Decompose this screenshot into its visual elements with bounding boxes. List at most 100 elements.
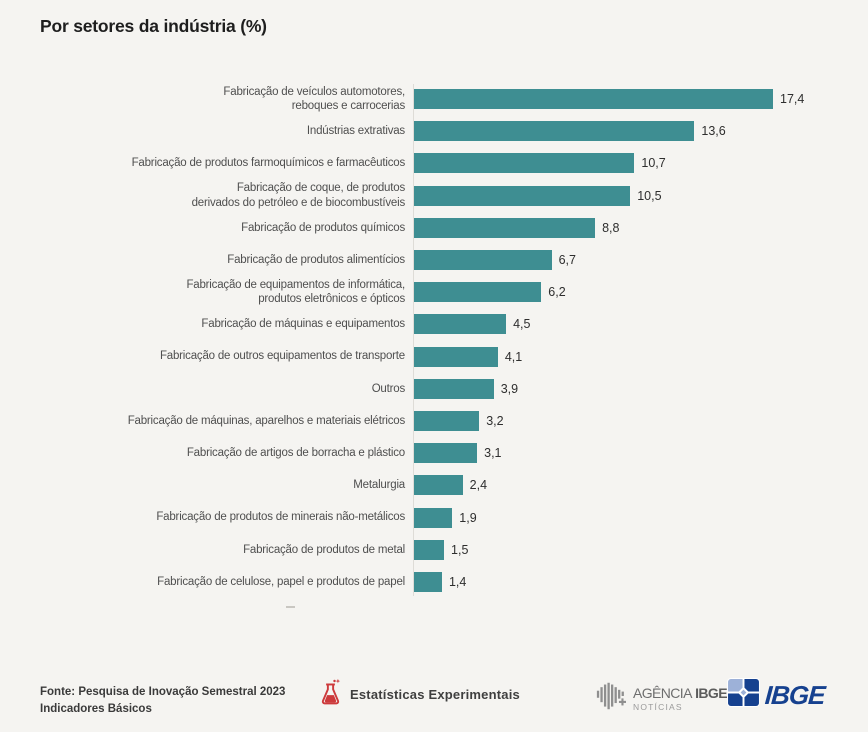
bar-row: Fabricação de artigos de borracha e plás… — [40, 437, 828, 469]
bar-track: 6,7 — [413, 250, 828, 271]
bar — [413, 153, 635, 174]
bar — [413, 314, 507, 335]
source-line-1: Fonte: Pesquisa de Inovação Semestral 20… — [40, 686, 286, 698]
bar-value-label: 1,5 — [451, 542, 469, 557]
bar-row: Fabricação de produtos farmoquímicos e f… — [40, 147, 828, 179]
bar-track: 3,2 — [413, 410, 828, 431]
bar-value-label: 1,9 — [459, 510, 477, 525]
bar — [413, 539, 445, 560]
bar-track: 3,1 — [413, 443, 828, 464]
source-note: Fonte: Pesquisa de Inovação Semestral 20… — [40, 684, 285, 719]
bar-chart: Fabricação de veículos automotores, rebo… — [40, 83, 828, 598]
bar-category-label: Fabricação de produtos de metal — [243, 543, 405, 556]
bar-row: Fabricação de outros equipamentos de tra… — [40, 341, 828, 373]
bar-row: Fabricação de produtos de minerais não-m… — [40, 501, 828, 533]
bar — [413, 121, 695, 142]
bar-value-label: 2,4 — [469, 478, 488, 493]
agencia-noticias-label: NOTÍCIAS — [633, 701, 683, 712]
bar-category-label: Fabricação de celulose, papel e produtos… — [157, 575, 405, 588]
bar-track: 2,4 — [413, 475, 828, 496]
bar-category-label: Fabricação de coque, de produtos derivad… — [191, 182, 406, 209]
agencia-ibge-name: AGÊNCIA IBGE — [633, 684, 728, 701]
bar-value-label: 3,2 — [486, 413, 504, 428]
agencia-ibge-wordmark: AGÊNCIA IBGE NOTÍCIAS — [633, 684, 728, 712]
bar-row: Metalurgia 2,4 — [40, 469, 828, 501]
bar-value-label: 6,2 — [548, 285, 566, 300]
ibge-emblem-icon — [727, 678, 760, 712]
bar-row: Outros 3,9 — [40, 373, 828, 405]
bar-track: 1,9 — [413, 507, 828, 528]
bar-row: Fabricação de máquinas, aparelhos e mate… — [40, 405, 828, 437]
bar-track: 3,9 — [413, 378, 828, 399]
axis-tick-mark — [286, 606, 295, 608]
bar — [413, 443, 478, 464]
bar-row: Indústrias extrativas 13,6 — [40, 115, 828, 147]
bar-value-label: 4,5 — [513, 317, 531, 332]
agencia-ibge-logo: AGÊNCIA IBGE NOTÍCIAS — [596, 679, 728, 718]
experimental-statistics-badge: Estatísticas Experimentais — [320, 678, 520, 711]
bar-row: Fabricação de veículos automotores, rebo… — [40, 83, 828, 115]
bar — [413, 378, 494, 399]
bar — [413, 346, 498, 367]
ibge-wordmark: IBGE — [763, 679, 826, 710]
bar-value-label: 4,1 — [504, 349, 523, 364]
ibge-logo: IBGE — [727, 678, 826, 712]
bar-category-label: Outros — [371, 382, 406, 395]
experimental-statistics-label: Estatísticas Experimentais — [350, 687, 520, 702]
bar-value-label: 10,7 — [641, 156, 666, 171]
bar-track: 1,5 — [413, 539, 828, 560]
bar-value-label: 17,4 — [780, 92, 805, 107]
bar — [413, 217, 596, 238]
bar-row: Fabricação de máquinas e equipamentos 4,… — [40, 308, 828, 340]
bar-category-label: Fabricação de artigos de borracha e plás… — [186, 446, 405, 459]
bar-value-label: 13,6 — [701, 124, 726, 139]
bar-category-label: Fabricação de máquinas, aparelhos e mate… — [127, 414, 405, 427]
bar-row: Fabricação de equipamentos de informátic… — [40, 276, 828, 308]
bar-track: 6,2 — [413, 282, 828, 303]
bar-value-label: 1,4 — [448, 574, 467, 589]
bar-value-label: 8,8 — [602, 220, 620, 235]
bar-row: Fabricação de produtos de metal 1,5 — [40, 534, 828, 566]
chart-title: Por setores da indústria (%) — [40, 16, 267, 36]
bar — [413, 410, 480, 431]
bar-category-label: Fabricação de outros equipamentos de tra… — [159, 350, 405, 363]
bar — [413, 250, 552, 271]
bar-category-label: Fabricação de produtos farmoquímicos e f… — [131, 157, 406, 170]
bar-track: 8,8 — [413, 217, 828, 238]
bar-track: 4,5 — [413, 314, 828, 335]
bar-track: 1,4 — [413, 571, 828, 592]
agencia-ibge-map-icon — [596, 679, 626, 718]
bar — [413, 507, 453, 528]
bar-category-label: Fabricação de produtos alimentícios — [227, 253, 405, 266]
bar-track: 13,6 — [413, 121, 828, 142]
bar-track: 10,5 — [413, 185, 828, 206]
bar-track: 4,1 — [413, 346, 828, 367]
bar-category-label: Fabricação de produtos químicos — [241, 221, 405, 234]
source-line-2: Indicadores Básicos — [40, 703, 152, 716]
bar-value-label: 6,7 — [558, 253, 576, 268]
bar — [413, 571, 442, 592]
bar-row: Fabricação de coque, de produtos derivad… — [40, 180, 828, 212]
agencia-ibge-word: IBGE — [695, 684, 727, 701]
bar-category-label: Fabricação de máquinas e equipamentos — [201, 318, 405, 331]
bar-category-label: Fabricação de veículos automotores, rebo… — [223, 85, 405, 113]
bar-row: Fabricação de produtos alimentícios 6,7 — [40, 244, 828, 276]
flask-icon — [320, 678, 341, 711]
bar-track: 10,7 — [413, 153, 828, 174]
bar — [413, 475, 463, 496]
bar-row: Fabricação de celulose, papel e produtos… — [40, 566, 828, 598]
bar-value-label: 3,9 — [500, 381, 519, 396]
bar-track: 17,4 — [413, 89, 828, 110]
bar-row: Fabricação de produtos químicos 8,8 — [40, 212, 828, 244]
bar — [413, 282, 542, 303]
bar-category-label: Fabricação de equipamentos de informátic… — [186, 278, 405, 306]
bar-value-label: 3,1 — [484, 446, 502, 461]
agencia-word: AGÊNCIA — [633, 684, 692, 701]
bar-category-label: Fabricação de produtos de minerais não-m… — [156, 511, 405, 524]
bar — [413, 185, 631, 206]
axis-baseline — [413, 84, 414, 596]
bar-category-label: Indústrias extrativas — [306, 125, 405, 138]
bar-value-label: 10,5 — [637, 188, 662, 203]
chart-rows: Fabricação de veículos automotores, rebo… — [40, 83, 828, 598]
